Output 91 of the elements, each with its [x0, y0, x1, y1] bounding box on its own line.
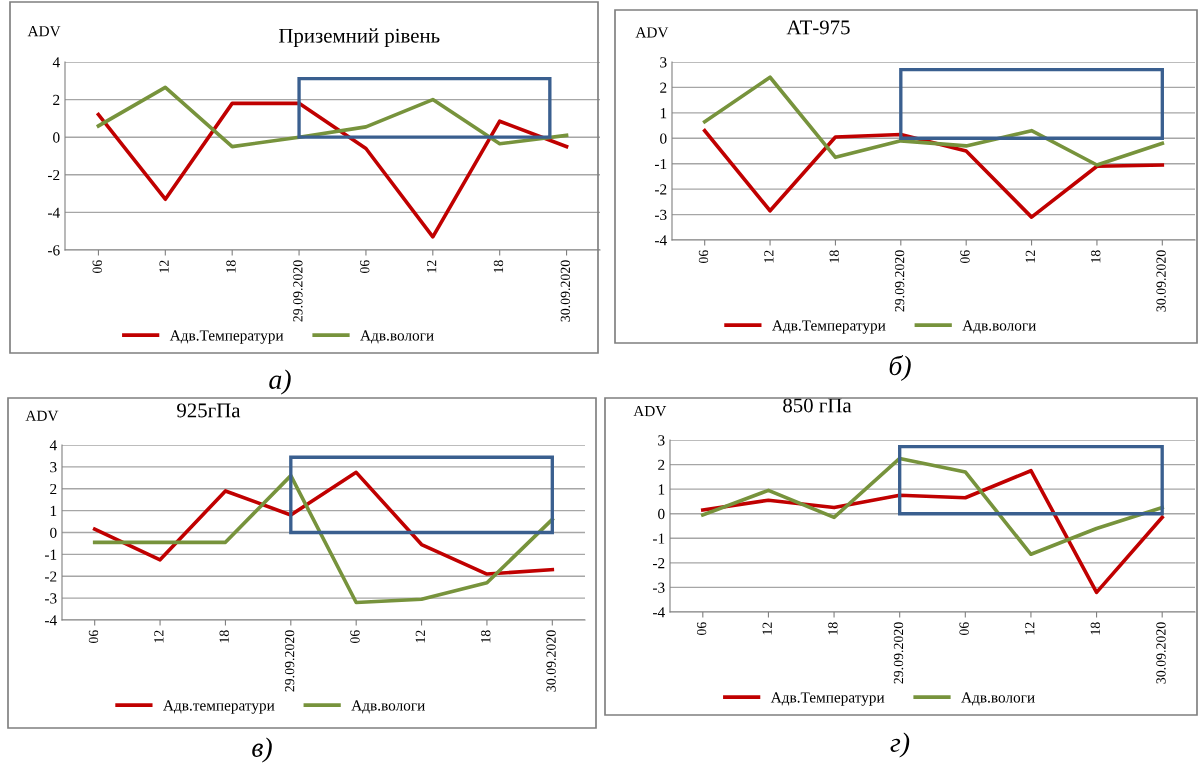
- y-tick-label: 2: [658, 459, 665, 470]
- y-tick-label: 3: [660, 57, 667, 68]
- y-tick-label: 3: [50, 462, 57, 473]
- x-tick-label: 06: [88, 630, 99, 644]
- y-tick-label: -4: [44, 615, 57, 626]
- x-tick-label: 12: [764, 250, 774, 263]
- y-tick-label: -2: [47, 169, 60, 181]
- y-tick-label: 4: [49, 440, 57, 451]
- x-tick-label: 06: [360, 260, 370, 274]
- legend-label: Адв.вологи: [961, 692, 1035, 706]
- x-tick-label: 12: [1025, 250, 1035, 263]
- text: а): [269, 369, 291, 395]
- y-axis-title: ADV: [633, 406, 667, 417]
- text: в): [252, 737, 272, 763]
- x-tick-label: 18: [219, 630, 229, 643]
- x-tick-label: 12: [762, 622, 772, 635]
- x-tick-label: 18: [1091, 250, 1101, 263]
- x-tick-label: 06: [92, 260, 102, 274]
- x-tick-label: 18: [493, 260, 504, 273]
- y-tick-label: -2: [44, 571, 57, 582]
- line-series: [701, 468, 1164, 595]
- y-tick-label: 0: [53, 132, 60, 143]
- x-tick-label: 29.09.2020: [293, 260, 303, 322]
- y-tick-label: 2: [660, 82, 667, 93]
- y-axis-title: ADV: [25, 410, 59, 421]
- y-tick-label: 3: [658, 435, 665, 446]
- x-tick-label: 12: [154, 630, 164, 643]
- y-tick-label: 1: [660, 108, 667, 119]
- y-tick-label: -4: [652, 607, 665, 618]
- chart-title: 850 гПа: [783, 398, 852, 413]
- y-tick-label: 1: [50, 505, 57, 516]
- y-tick-label: 4: [52, 57, 60, 68]
- x-tick-label: 06: [698, 250, 709, 264]
- legend-label: Адв.вологи: [962, 320, 1036, 334]
- y-tick-label: -1: [44, 549, 57, 560]
- y-tick-label: 2: [53, 94, 60, 105]
- line-series: [96, 85, 569, 149]
- y-tick-label: -2: [654, 184, 667, 195]
- y-tick-label: -2: [652, 558, 665, 569]
- y-axis-title: ADV: [635, 27, 669, 38]
- x-tick-label: 12: [415, 630, 425, 643]
- x-tick-label: 06: [960, 250, 970, 264]
- legend-label: Адв.вологи: [351, 700, 425, 714]
- legend-label: Адв.Температури: [770, 692, 885, 706]
- line-series: [92, 473, 555, 605]
- x-tick-label: 18: [829, 250, 839, 263]
- text: г): [890, 732, 910, 758]
- y-tick-label: 0: [658, 508, 665, 520]
- x-tick-label: 18: [828, 622, 838, 635]
- y-tick-label: -1: [652, 533, 665, 544]
- y-axis-title: ADV: [27, 26, 61, 37]
- x-tick-label: 12: [426, 260, 437, 273]
- y-tick-label: -4: [654, 235, 667, 246]
- y-tick-label: 1: [658, 484, 665, 495]
- x-tick-label: 12: [1025, 622, 1035, 635]
- x-tick-label: 12: [159, 260, 169, 273]
- x-tick-label: 29.09.2020: [893, 622, 904, 684]
- x-tick-label: 29.09.2020: [284, 630, 295, 692]
- legend-label: Адв.Температури: [169, 330, 284, 344]
- line-series: [701, 456, 1164, 557]
- x-tick-label: 30.09.2020: [1156, 250, 1166, 312]
- x-tick-label: 18: [1090, 622, 1101, 635]
- y-tick-label: 0: [50, 527, 57, 538]
- chart-title: АТ-975: [786, 20, 850, 35]
- legend-label: Адв.вологи: [360, 330, 434, 344]
- y-tick-label: -3: [44, 593, 57, 604]
- line-series: [702, 128, 1165, 219]
- x-tick-label: 18: [226, 260, 236, 273]
- chart-title: Приземний рівень: [278, 28, 440, 47]
- x-tick-label: 06: [350, 630, 360, 644]
- y-tick-label: -6: [47, 245, 60, 256]
- line-series: [96, 101, 569, 239]
- line-series: [702, 75, 1165, 167]
- y-tick-label: -3: [652, 582, 665, 593]
- x-tick-label: 30.09.2020: [1156, 622, 1166, 684]
- x-tick-label: 30.09.2020: [546, 630, 556, 692]
- x-tick-label: 06: [959, 622, 969, 636]
- line-series: [92, 470, 555, 576]
- chart-title: 925гПа: [177, 403, 241, 418]
- y-tick-label: -1: [654, 158, 667, 170]
- text: б): [889, 355, 911, 381]
- x-tick-label: 30.09.2020: [560, 260, 571, 322]
- legend-label: Адв.температури: [163, 700, 275, 714]
- x-tick-label: 18: [481, 630, 491, 643]
- y-tick-label: -3: [654, 209, 667, 221]
- x-tick-label: 29.09.2020: [894, 250, 905, 312]
- y-tick-label: 0: [660, 133, 667, 144]
- y-tick-label: -4: [47, 207, 60, 218]
- legend-label: Адв.Температури: [772, 320, 886, 334]
- x-tick-label: 06: [696, 622, 707, 636]
- y-tick-label: 2: [50, 483, 57, 495]
